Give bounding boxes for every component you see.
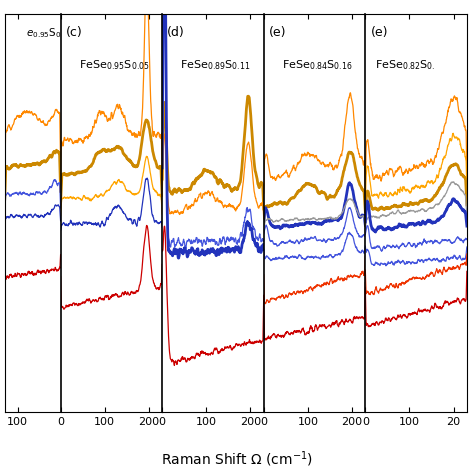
Text: (e): (e) [370,26,388,39]
Text: (c): (c) [66,26,82,39]
Text: FeSe$_{0.82}$S$_{0.}$: FeSe$_{0.82}$S$_{0.}$ [375,58,436,72]
Text: (d): (d) [167,26,185,39]
Text: FeSe$_{0.89}$S$_{0.11}$: FeSe$_{0.89}$S$_{0.11}$ [181,58,251,72]
Text: (e): (e) [269,26,286,39]
Text: $e_{0.95}$S$_{0.05}$: $e_{0.95}$S$_{0.05}$ [26,26,73,40]
Text: FeSe$_{0.84}$S$_{0.16}$: FeSe$_{0.84}$S$_{0.16}$ [282,58,353,72]
Text: Raman Shift $\Omega$ (cm$^{-1}$): Raman Shift $\Omega$ (cm$^{-1}$) [161,450,313,469]
Text: FeSe$_{0.95}$S$_{0.05}$: FeSe$_{0.95}$S$_{0.05}$ [79,58,150,72]
